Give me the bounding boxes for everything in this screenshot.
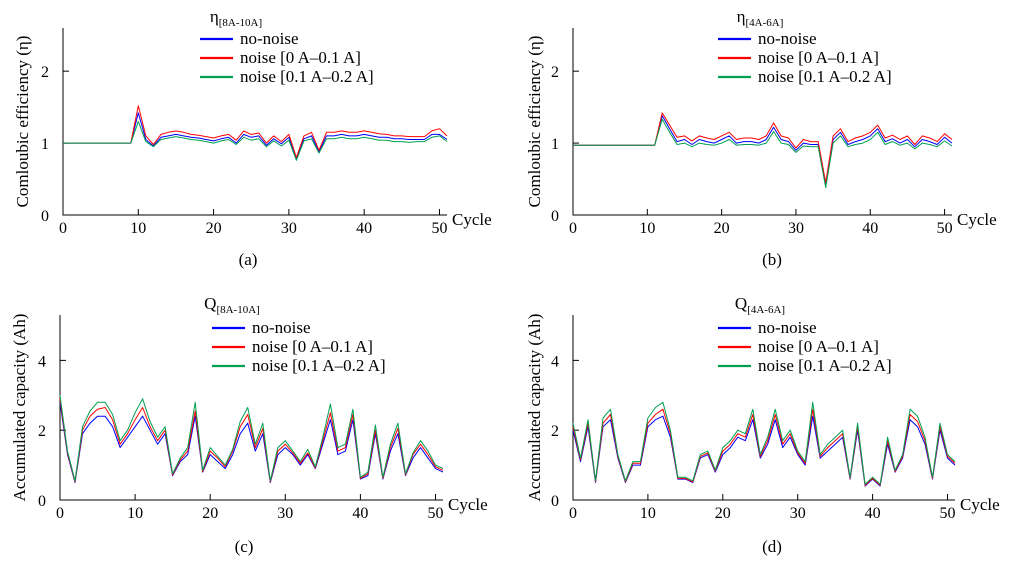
- series-line-no-noise: [63, 112, 448, 160]
- series-line-noise-low: [63, 105, 448, 158]
- x-tick-label: 50: [431, 220, 447, 237]
- x-tick-label: 30: [790, 505, 806, 522]
- y-axis-label: Comloubic efficiency (η): [13, 36, 32, 208]
- y-axis-label: Accumulated capacity (Ah): [525, 314, 544, 502]
- chart-title-symbol: η: [737, 7, 746, 26]
- x-tick-label: 0: [569, 505, 577, 522]
- chart-c: 0 10 20 30 40 50 0 2 4 Cycle Accumulated capacity …: [10, 294, 488, 556]
- y-tick-label: 1: [551, 136, 559, 153]
- x-tick-label: 40: [862, 220, 878, 237]
- chart-a: 0 10 20 30 40 50 0 1 2 Cycle Comloubic efficiency …: [13, 7, 492, 269]
- chart-title: Q[8A-10A]: [204, 294, 260, 316]
- y-tick-label: 2: [38, 423, 46, 440]
- x-tick-label: 50: [427, 505, 443, 522]
- chart-title-subscript: [8A-10A]: [216, 304, 259, 316]
- legend-label: noise [0.1 A–0.2 A]: [758, 67, 892, 86]
- y-tick-label: 4: [38, 353, 46, 370]
- series-line-noise-high: [63, 121, 448, 161]
- x-tick-label: 30: [788, 220, 804, 237]
- chart-title-symbol: η: [210, 7, 219, 26]
- figure-caption: (a): [239, 250, 258, 269]
- legend-label: noise [0 A–0.1 A]: [758, 337, 879, 356]
- series-line-no-noise: [59, 402, 444, 483]
- legend-label: noise [0 A–0.1 A]: [240, 48, 361, 67]
- chart-title: η[8A-10A]: [210, 7, 262, 29]
- x-tick-label: 40: [356, 220, 372, 237]
- y-tick-label: 1: [41, 136, 49, 153]
- y-tick-label: 0: [551, 208, 559, 225]
- figure-caption: (b): [762, 250, 782, 269]
- legend-label: noise [0.1 A–0.2 A]: [252, 356, 386, 375]
- series-line-noise-high: [572, 401, 956, 485]
- series-line-no-noise: [573, 115, 953, 186]
- legend-label: noise [0.1 A–0.2 A]: [758, 356, 892, 375]
- x-tick-label: 20: [206, 220, 222, 237]
- y-tick-label: 2: [551, 423, 559, 440]
- y-axis-label: Comloubic efficiency (η): [525, 36, 544, 208]
- y-axis-label: Accumulated capacity (Ah): [10, 314, 29, 502]
- chart-title-symbol: Q: [204, 294, 216, 313]
- series-line-noise-high: [59, 395, 444, 482]
- chart-title-subscript: [8A-10A]: [219, 17, 262, 29]
- x-tick-label: 40: [352, 505, 368, 522]
- x-tick-label: 50: [940, 505, 956, 522]
- x-tick-label: 0: [569, 220, 577, 237]
- y-tick-label: 0: [41, 208, 49, 225]
- legend-label: no-noise: [240, 29, 299, 48]
- chart-title-subscript: [4A-6A]: [746, 17, 784, 29]
- x-axis-label: Cycle: [960, 495, 1000, 514]
- chart-b: 0 10 20 30 40 50 0 1 2 Cycle Comloubic efficiency …: [525, 7, 997, 269]
- legend-label: noise [0 A–0.1 A]: [758, 48, 879, 67]
- legend-label: noise [0.1 A–0.2 A]: [240, 67, 374, 86]
- y-tick-label: 2: [41, 64, 49, 81]
- series-line-noise-low: [573, 112, 953, 184]
- chart-title-subscript: [4A-6A]: [747, 304, 785, 316]
- figure-caption: (d): [762, 537, 782, 556]
- chart-title: Q[4A-6A]: [735, 294, 785, 316]
- y-tick-label: 0: [38, 493, 46, 510]
- x-tick-label: 40: [865, 505, 881, 522]
- x-tick-label: 20: [714, 220, 730, 237]
- chart-title: η[4A-6A]: [737, 7, 784, 29]
- y-tick-label: 0: [551, 493, 559, 510]
- chart-title-symbol: Q: [735, 294, 747, 313]
- legend-label: noise [0 A–0.1 A]: [252, 337, 373, 356]
- y-tick-label: 4: [551, 353, 559, 370]
- figure-caption: (c): [235, 537, 254, 556]
- x-tick-label: 10: [130, 220, 146, 237]
- x-tick-label: 0: [56, 505, 64, 522]
- x-tick-label: 20: [202, 505, 218, 522]
- series-line-no-noise: [572, 415, 956, 487]
- legend-label: no-noise: [758, 29, 817, 48]
- x-tick-label: 50: [937, 220, 953, 237]
- series-line-noise-low: [572, 408, 956, 486]
- x-tick-label: 10: [639, 220, 655, 237]
- x-axis-label: Cycle: [957, 210, 997, 229]
- legend-label: no-noise: [758, 318, 817, 337]
- x-tick-label: 30: [277, 505, 293, 522]
- x-tick-label: 20: [715, 505, 731, 522]
- x-tick-label: 10: [640, 505, 656, 522]
- x-tick-label: 0: [59, 220, 67, 237]
- x-axis-label: Cycle: [448, 495, 488, 514]
- chart-d: 0 10 20 30 40 50 0 2 4 Cycle Accumulated capacity …: [525, 294, 1000, 556]
- x-tick-label: 30: [281, 220, 297, 237]
- y-tick-label: 2: [551, 64, 559, 81]
- legend-label: no-noise: [252, 318, 311, 337]
- series-line-noise-high: [573, 118, 953, 189]
- x-tick-label: 10: [127, 505, 143, 522]
- x-axis-label: Cycle: [452, 210, 492, 229]
